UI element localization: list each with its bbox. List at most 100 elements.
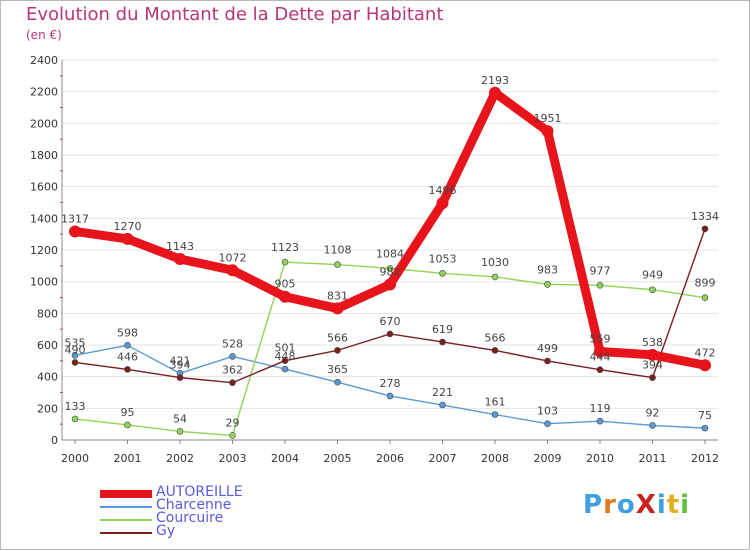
data-point-charcenne	[71, 351, 79, 359]
data-point-autoreille	[226, 264, 239, 277]
data-label: 538	[642, 336, 663, 349]
data-label: 1072	[219, 251, 247, 264]
data-point-courcuire	[176, 428, 184, 435]
legend-swatch	[100, 506, 152, 508]
data-point-autoreille	[279, 290, 291, 303]
data-label: 499	[537, 342, 558, 355]
data-point-courcuire	[124, 421, 131, 429]
data-label: 1496	[429, 184, 457, 197]
data-point-courcuire	[596, 282, 604, 289]
data-point-charcenne	[596, 417, 604, 425]
legend-item-courcuire: Courcuire	[100, 510, 400, 527]
data-label: 394	[170, 359, 191, 372]
legend-swatch	[100, 490, 152, 498]
data-point-autoreille	[646, 348, 659, 361]
x-tick-label: 2006	[376, 452, 404, 465]
data-label: 1951	[534, 112, 562, 125]
data-point-autoreille	[594, 345, 606, 358]
data-point-autoreille	[541, 125, 554, 138]
x-tick-label: 2012	[691, 452, 719, 465]
data-label: 1123	[271, 241, 299, 254]
data-point-autoreille	[489, 86, 501, 99]
data-label: 535	[65, 336, 86, 349]
legend-item-gy: Gy	[100, 523, 400, 540]
data-label: 1334	[691, 210, 719, 223]
y-tick-label: 200	[37, 402, 58, 415]
y-tick-label: 400	[37, 371, 58, 384]
x-tick-label: 2005	[324, 452, 352, 465]
data-label: 490	[65, 343, 86, 356]
data-label: 221	[432, 386, 453, 399]
data-label: 899	[695, 277, 716, 290]
legend-item-charcenne: Charcenne	[100, 497, 400, 514]
legend-label: Courcuire	[156, 510, 224, 526]
legend-swatch	[100, 519, 152, 521]
data-label: 831	[327, 289, 348, 302]
data-point-courcuire	[649, 286, 656, 294]
data-point-gy	[701, 225, 709, 233]
data-point-gy	[544, 357, 551, 365]
data-point-gy	[386, 330, 394, 338]
data-point-autoreille	[331, 302, 344, 315]
data-label: 92	[646, 406, 660, 419]
data-label: 1053	[429, 252, 457, 265]
data-label: 446	[117, 350, 138, 363]
y-tick-label: 2200	[30, 86, 58, 99]
data-point-autoreille	[699, 359, 711, 372]
data-label: 29	[226, 416, 240, 429]
data-point-charcenne	[701, 424, 709, 432]
data-point-autoreille	[436, 197, 449, 210]
y-tick-label: 800	[37, 307, 58, 320]
data-label: 982	[380, 266, 401, 279]
data-point-gy	[649, 374, 656, 381]
proxiti-logo: ProXiti	[583, 490, 691, 520]
data-label: 1108	[324, 244, 352, 257]
data-point-gy	[596, 366, 604, 374]
data-label: 448	[275, 350, 296, 363]
data-label: 2193	[481, 74, 509, 87]
data-label: 472	[695, 346, 716, 359]
data-label: 983	[537, 263, 558, 276]
data-label: 1270	[114, 220, 142, 233]
data-point-courcuire	[439, 269, 446, 277]
data-point-gy	[229, 379, 236, 386]
y-tick-label: 1600	[30, 181, 58, 194]
data-point-courcuire	[491, 273, 499, 281]
data-point-charcenne	[649, 422, 656, 429]
y-tick-label: 2000	[30, 117, 58, 130]
data-label: 619	[432, 323, 453, 336]
data-label: 161	[485, 396, 506, 409]
data-label: 133	[65, 400, 86, 413]
data-label: 566	[327, 331, 348, 344]
data-label: 1317	[61, 212, 89, 225]
data-label: 54	[173, 412, 187, 425]
data-label: 95	[121, 406, 135, 419]
x-tick-label: 2011	[639, 452, 667, 465]
data-point-charcenne	[491, 411, 499, 418]
data-point-courcuire	[701, 294, 709, 301]
data-point-gy	[124, 366, 131, 373]
data-label: 1143	[166, 240, 194, 253]
y-tick-label: 1000	[30, 276, 58, 289]
data-point-charcenne	[386, 392, 394, 400]
data-point-courcuire	[544, 281, 551, 288]
legend-label: Gy	[156, 523, 176, 539]
data-point-autoreille	[121, 232, 134, 245]
data-point-autoreille	[69, 225, 81, 238]
data-label: 598	[117, 326, 138, 339]
data-label: 421	[170, 354, 191, 367]
legend-label: AUTOREILLE	[156, 484, 243, 500]
data-label: 75	[698, 409, 712, 422]
data-point-autoreille	[384, 278, 396, 291]
chart-title: Evolution du Montant de la Dette par Hab…	[26, 4, 444, 25]
y-tick-label: 2400	[30, 54, 58, 67]
legend-item-autoreille: AUTOREILLE	[100, 484, 400, 501]
x-tick-label: 2004	[271, 452, 299, 465]
data-label: 362	[222, 364, 243, 377]
data-label: 278	[380, 377, 401, 390]
y-tick-label: 0	[51, 434, 58, 447]
legend-swatch	[100, 532, 152, 534]
x-tick-label: 2007	[429, 452, 457, 465]
x-tick-label: 2009	[534, 452, 562, 465]
